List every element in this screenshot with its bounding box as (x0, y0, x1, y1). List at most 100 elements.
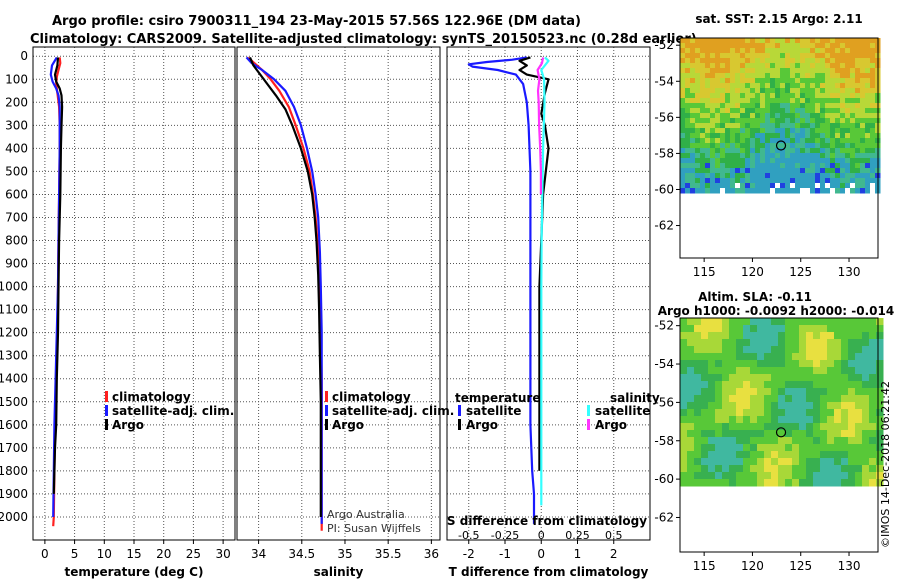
y-tick-label: -56 (654, 110, 674, 124)
map-cell (806, 409, 814, 417)
map-cell (848, 472, 856, 480)
map-cell (729, 465, 737, 473)
map-cell (765, 68, 771, 74)
map-cell (729, 395, 737, 403)
map-cell (855, 48, 861, 54)
map-cell (765, 128, 771, 134)
map-cell (845, 168, 851, 174)
map-cell (730, 123, 736, 129)
map-cell (700, 48, 706, 54)
map-cell (694, 395, 702, 403)
map-cell (840, 148, 846, 154)
map-cell (869, 465, 877, 473)
map-cell (775, 58, 781, 64)
map-cell (764, 465, 772, 473)
map-cell (770, 163, 776, 169)
map-cell (764, 479, 772, 487)
map-cell (790, 143, 796, 149)
map-cell (845, 183, 851, 189)
map-cell (690, 168, 696, 174)
map-cell (834, 353, 842, 361)
map-cell (690, 188, 696, 194)
map-cell (775, 178, 781, 184)
map-cell (790, 93, 796, 99)
map-cell (720, 133, 726, 139)
map-cell (813, 388, 821, 396)
map-cell (862, 332, 870, 340)
map-cell (757, 325, 765, 333)
map-cell (685, 188, 691, 194)
map-cell (770, 58, 776, 64)
map-cell (800, 48, 806, 54)
map-cell (850, 58, 856, 64)
map-cell (701, 339, 709, 347)
map-cell (827, 451, 835, 459)
map-cell (845, 43, 851, 49)
x-axis-label: T difference from climatology (449, 565, 649, 579)
map-cell (730, 113, 736, 119)
map-cell (690, 88, 696, 94)
map-cell (736, 444, 744, 452)
map-cell (750, 465, 758, 473)
map-cell (750, 63, 756, 69)
map-cell (827, 374, 835, 382)
map-cell (680, 360, 688, 368)
map-cell (736, 430, 744, 438)
map-cell (750, 353, 758, 361)
map-cell (765, 138, 771, 144)
map-cell (834, 451, 842, 459)
map-cell (785, 103, 791, 109)
map-cell (805, 123, 811, 129)
map-cell (750, 479, 758, 487)
map-cell (722, 416, 730, 424)
map-cell (745, 178, 751, 184)
map-cell (685, 158, 691, 164)
map-cell (778, 388, 786, 396)
map-cell (820, 388, 828, 396)
map-cell (685, 153, 691, 159)
map-cell (700, 63, 706, 69)
map-cell (685, 123, 691, 129)
map-cell (715, 58, 721, 64)
map-cell (701, 430, 709, 438)
map-cell (834, 339, 842, 347)
map-cell (685, 178, 691, 184)
map-cell (870, 93, 876, 99)
map-cell (800, 73, 806, 79)
map-cell (722, 346, 730, 354)
title-line-1: Argo profile: csiro 7900311_194 23-May-2… (52, 14, 581, 29)
map-cell (757, 360, 765, 368)
map-cell (820, 188, 826, 194)
map-cell (840, 48, 846, 54)
map-cell (680, 138, 686, 144)
map-cell (830, 83, 836, 89)
map-cell (778, 381, 786, 389)
depth-tick-label: 1200 (0, 326, 28, 340)
map-cell (785, 148, 791, 154)
map-cell (760, 163, 766, 169)
map-cell (743, 465, 751, 473)
map-cell (813, 430, 821, 438)
map-cell (750, 367, 758, 375)
map-cell (855, 123, 861, 129)
map-cell (795, 78, 801, 84)
map-cell (820, 178, 826, 184)
map-cell (775, 118, 781, 124)
map-cell (799, 430, 807, 438)
map-cell (820, 183, 826, 189)
map-cell (795, 178, 801, 184)
map-cell (725, 168, 731, 174)
map-cell (757, 353, 765, 361)
panel-frame (446, 46, 651, 541)
map-cell (705, 163, 711, 169)
map-cell (680, 108, 686, 114)
map-cell (740, 183, 746, 189)
map-cell (815, 53, 821, 59)
x-tick-label: 125 (789, 265, 812, 279)
map-cell (800, 38, 806, 44)
map-cell (865, 113, 871, 119)
map-cell (680, 148, 686, 154)
map-cell (770, 143, 776, 149)
map-cell (764, 346, 772, 354)
map-cell (855, 423, 863, 431)
